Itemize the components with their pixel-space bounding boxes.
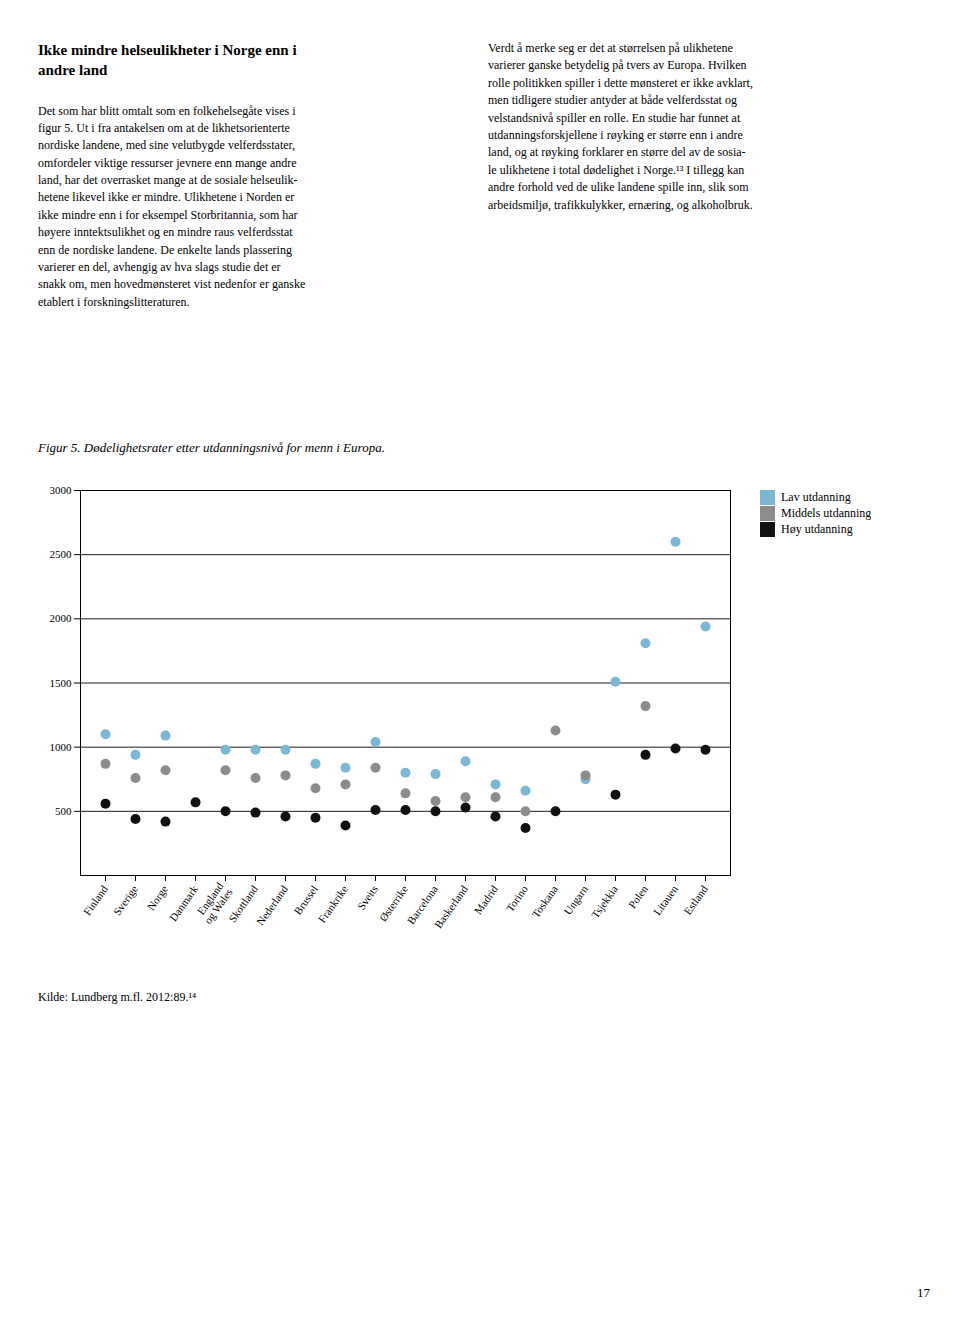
html-text:Middels utdanning: Middels utdanning xyxy=(781,506,872,520)
svg-text:Nederland: Nederland xyxy=(254,883,290,928)
html-text:Lav utdanning: Lav utdanning xyxy=(781,490,851,504)
svg-text:Litauen: Litauen xyxy=(651,883,680,918)
html-text:Høy utdanning: Høy utdanning xyxy=(781,522,853,536)
svg-text:Madrid: Madrid xyxy=(472,883,501,917)
svg-text:Østerrike: Østerrike xyxy=(376,883,410,924)
svg-text:Toskana: Toskana xyxy=(529,883,560,920)
svg-text:1000: 1000 xyxy=(50,741,73,753)
html-text:Kilde: Lundberg m.fl. 2012:89.: Kilde: Lundberg m.fl. 2012:89.¹⁴ xyxy=(38,990,197,1004)
svg-text:Tsjekkia: Tsjekkia xyxy=(589,883,620,920)
svg-text:Norge: Norge xyxy=(145,883,171,912)
svg-text:2000: 2000 xyxy=(50,612,73,624)
svg-text:Ungarn: Ungarn xyxy=(561,883,590,917)
svg-text:Estland: Estland xyxy=(681,883,710,917)
html-text:Figur 5. Dødelighetsrater ette: Figur 5. Dødelighetsrater etter utdannin… xyxy=(38,440,385,455)
svg-text:Sverige: Sverige xyxy=(111,883,140,918)
svg-text:Frankrike: Frankrike xyxy=(316,883,350,925)
svg-text:Danmark: Danmark xyxy=(167,883,201,924)
svg-text:Sveits: Sveits xyxy=(355,883,380,912)
html-text:Ikke mindre helseulikheter i N: Ikke mindre helseulikheter i Norge enn i… xyxy=(38,42,297,79)
html-text:Verdt å merke seg er det at st: Verdt å merke seg er det at størrelsen p… xyxy=(488,41,753,212)
html-text:og Wales: og Wales xyxy=(201,886,235,926)
svg-text:1500: 1500 xyxy=(50,677,73,689)
html-text:Det som har blitt omtalt som e: Det som har blitt omtalt som en folkehel… xyxy=(38,103,306,309)
svg-text:Baskerland: Baskerland xyxy=(432,883,470,931)
svg-text:Skottland: Skottland xyxy=(226,883,260,925)
html-text:England: England xyxy=(194,879,226,917)
svg-text:2500: 2500 xyxy=(50,548,73,560)
svg-text:Polen: Polen xyxy=(626,883,650,911)
svg-text:500: 500 xyxy=(55,805,72,817)
svg-text:Finland: Finland xyxy=(81,883,110,918)
html-text:17: 17 xyxy=(917,1285,930,1300)
svg-text:Brussel: Brussel xyxy=(291,883,320,917)
svg-text:Torino: Torino xyxy=(503,883,530,914)
svg-text:Barcelona: Barcelona xyxy=(404,883,440,927)
svg-text:3000: 3000 xyxy=(50,484,73,496)
